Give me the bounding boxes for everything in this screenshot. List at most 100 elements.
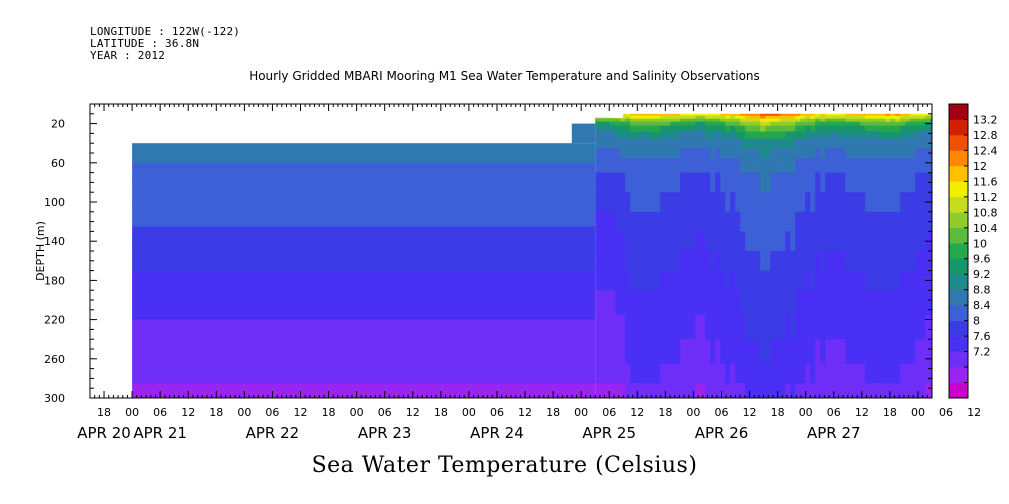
temp-band-late	[610, 121, 616, 127]
colorbar-label: 9.2	[973, 268, 991, 281]
temp-band-late	[840, 251, 846, 272]
temp-band-late	[875, 115, 881, 120]
temp-band-late	[825, 121, 831, 127]
temp-band-late	[805, 211, 811, 232]
temp-band-late	[895, 314, 901, 340]
temp-band-late	[780, 211, 786, 232]
temp-band-late	[840, 125, 846, 133]
x-hour-label: 12	[967, 406, 981, 419]
temp-band-late	[725, 115, 731, 120]
temp-band-late	[745, 115, 751, 120]
temp-band-late	[690, 363, 696, 384]
temp-band-late	[775, 125, 781, 133]
temp-band-late	[745, 251, 751, 272]
colorbar-swatch	[949, 119, 968, 136]
temp-band-late	[650, 192, 656, 213]
temp-band-late	[755, 148, 761, 159]
temp-band-late	[820, 131, 826, 139]
temp-band-late	[605, 192, 611, 213]
temp-band-late	[860, 290, 866, 316]
temp-band-late	[815, 231, 821, 252]
colorbar: 13.2 12.8 12.4 12 11.6 11.2 10.8 10.4 10 9.6 9.2 8.…	[948, 103, 998, 399]
temp-band-late	[900, 118, 906, 123]
temp-band-late	[735, 314, 741, 340]
temp-band-late	[715, 121, 721, 127]
temp-band-late	[885, 211, 891, 232]
temp-band-late	[615, 383, 621, 398]
temp-band-late	[685, 192, 691, 213]
temp-band-late	[640, 211, 646, 232]
temp-band-late	[710, 148, 716, 159]
temp-band-late	[595, 363, 601, 384]
temp-band-late	[880, 121, 886, 127]
temp-band-late	[885, 125, 891, 133]
temp-band-late	[600, 314, 606, 340]
temp-band-late	[685, 383, 691, 398]
temp-band-late	[730, 339, 736, 365]
temp-band-late	[755, 290, 761, 316]
temp-band-late	[710, 211, 716, 232]
temp-band-late	[745, 314, 751, 340]
temp-band-late	[765, 290, 771, 316]
temp-band-late	[810, 113, 816, 117]
temp-band-late	[685, 314, 691, 340]
temp-band-late	[765, 172, 771, 193]
temp-band-late	[700, 251, 706, 272]
temp-band-late	[880, 339, 886, 365]
temp-band-late	[715, 363, 721, 384]
temp-band-late	[760, 290, 766, 316]
temp-band-late	[790, 115, 796, 120]
temp-band-late	[705, 270, 711, 291]
temp-band-late	[920, 383, 926, 398]
temp-band-late	[805, 339, 811, 365]
temp-band-late	[685, 290, 691, 316]
temp-band-late	[860, 157, 866, 174]
temp-band-late	[650, 270, 656, 291]
temp-band-late	[745, 172, 751, 193]
temp-band-late	[750, 270, 756, 291]
temp-band-late	[870, 121, 876, 127]
temp-band-late	[810, 290, 816, 316]
temp-band-late	[600, 125, 606, 133]
temp-band-late	[670, 270, 676, 291]
colorbar-label: 11.6	[973, 175, 998, 188]
temp-band-late	[615, 270, 621, 291]
temp-band-late	[740, 290, 746, 316]
temp-band-late	[920, 121, 926, 127]
temp-band-late	[750, 125, 756, 133]
temp-band-late	[920, 131, 926, 139]
temp-band-late	[620, 251, 626, 272]
temp-band-late	[710, 290, 716, 316]
temp-band-late	[820, 363, 826, 384]
temp-band-late	[795, 138, 801, 149]
temp-band-late	[595, 270, 601, 291]
temp-band-late	[775, 314, 781, 340]
temp-band-late	[760, 148, 766, 159]
temp-band-late	[840, 131, 846, 139]
temp-band-late	[815, 172, 821, 193]
temp-band-late	[880, 192, 886, 213]
temp-band-late	[770, 138, 776, 149]
temp-band-late	[845, 125, 851, 133]
temp-band-late	[815, 125, 821, 133]
temp-band-late	[670, 138, 676, 149]
temp-band-late	[740, 270, 746, 291]
temp-band-late	[805, 383, 811, 398]
temp-band-late	[710, 383, 716, 398]
temp-band-late	[610, 138, 616, 149]
temp-band-early	[132, 202, 596, 227]
temp-band-late	[815, 121, 821, 127]
colorbar-label: 12	[973, 160, 987, 173]
temp-band-late	[635, 314, 641, 340]
temp-band-late	[725, 113, 731, 117]
temp-band-late	[905, 113, 911, 117]
temp-band-late	[745, 125, 751, 133]
temp-band-late	[865, 118, 871, 123]
temp-band-late	[885, 121, 891, 127]
temp-band-late	[680, 231, 686, 252]
temp-band-late	[795, 251, 801, 272]
temp-band-late	[660, 192, 666, 213]
temp-band-late	[825, 131, 831, 139]
temp-band-late	[850, 118, 856, 123]
x-date-label: APR 24	[470, 424, 524, 442]
